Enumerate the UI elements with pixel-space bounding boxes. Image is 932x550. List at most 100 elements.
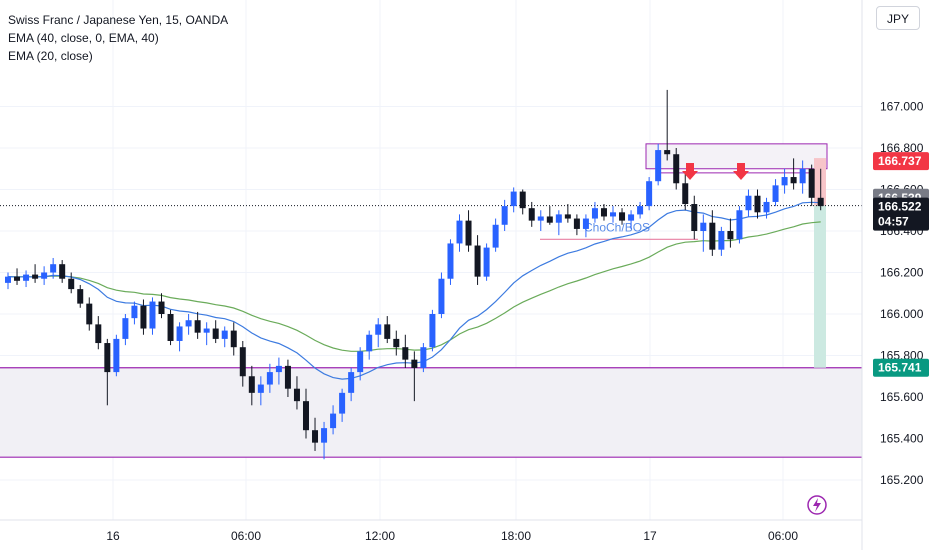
candle xyxy=(736,206,743,244)
candle xyxy=(5,272,11,290)
candle-body xyxy=(736,210,743,240)
candle-body xyxy=(420,347,427,368)
candle-body xyxy=(284,365,291,389)
candle xyxy=(411,351,418,402)
candle xyxy=(86,297,93,331)
candle xyxy=(808,164,815,207)
candle xyxy=(149,297,156,335)
lower-zone xyxy=(0,367,862,458)
y-tick-label: 166.200 xyxy=(880,266,924,280)
candle-body xyxy=(330,413,337,429)
candle-body xyxy=(95,324,102,344)
candle xyxy=(591,201,598,223)
candle xyxy=(528,201,535,227)
candle-body xyxy=(167,314,174,341)
y-tick-label: 167.000 xyxy=(880,100,924,114)
candle-body xyxy=(68,278,75,290)
candle-body xyxy=(5,276,11,283)
price-tag-countdown: 04:57 xyxy=(878,215,909,229)
candle-body xyxy=(41,272,48,279)
candle xyxy=(492,218,499,252)
candle-body xyxy=(402,347,409,360)
sell-arrow-icon xyxy=(733,163,749,181)
candle xyxy=(366,330,373,360)
candle-body xyxy=(691,204,698,231)
candle xyxy=(375,318,382,348)
candle xyxy=(754,189,761,219)
candle-body xyxy=(212,328,219,339)
candle-body xyxy=(637,206,644,215)
candle xyxy=(293,376,300,410)
candle-body xyxy=(122,318,129,339)
candle-body xyxy=(131,305,138,319)
candle xyxy=(646,177,653,211)
candle-body xyxy=(411,359,418,368)
candle-body xyxy=(32,274,39,279)
candle xyxy=(501,199,508,231)
candle xyxy=(14,268,21,285)
candle-body xyxy=(59,264,66,279)
legend-symbol[interactable]: Swiss Franc / Japanese Yen, 15, OANDA xyxy=(8,13,229,27)
candle xyxy=(257,376,264,406)
candle xyxy=(32,264,39,283)
candle-body xyxy=(582,218,589,229)
x-tick-label: 12:00 xyxy=(365,529,395,543)
candle xyxy=(194,311,201,339)
candle-body xyxy=(709,222,716,250)
candle-body xyxy=(339,392,346,414)
candle xyxy=(519,189,526,215)
candle xyxy=(330,405,337,435)
candle-body xyxy=(564,214,571,219)
candle xyxy=(312,417,319,451)
price-tag-target-top: 166.737 xyxy=(878,154,922,168)
candle xyxy=(429,309,436,352)
currency-selector[interactable]: JPY xyxy=(876,6,920,30)
candle-body xyxy=(528,208,535,221)
legend-ema-40[interactable]: EMA (40, close, 0, EMA, 40) xyxy=(8,31,159,45)
candle-body xyxy=(393,338,400,348)
candle xyxy=(600,204,607,221)
candle-body xyxy=(14,276,21,281)
legend-ema-20[interactable]: EMA (20, close) xyxy=(8,49,93,63)
candle-body xyxy=(501,206,508,225)
candle-body xyxy=(763,201,770,213)
candle xyxy=(113,334,120,377)
candle xyxy=(104,338,111,406)
candle-body xyxy=(104,343,111,373)
candle-body xyxy=(293,388,300,402)
candle xyxy=(248,365,255,406)
candle-body xyxy=(817,197,824,207)
candle xyxy=(68,272,75,294)
candle xyxy=(284,359,291,397)
candle-body xyxy=(790,177,797,184)
y-tick-label: 165.600 xyxy=(880,390,924,404)
candle-body xyxy=(230,330,237,348)
ema-40-line xyxy=(7,221,821,352)
y-tick-label: 166.800 xyxy=(880,141,924,155)
candle-body xyxy=(619,212,626,221)
candle xyxy=(420,343,427,373)
candle xyxy=(790,158,797,190)
candle-body xyxy=(727,231,734,240)
candle xyxy=(682,172,689,211)
candle xyxy=(474,235,481,285)
x-tick-label: 18:00 xyxy=(501,529,531,543)
price-tag-last: 166.522 xyxy=(878,200,922,214)
candle-body xyxy=(510,191,517,207)
candle-body xyxy=(50,264,57,273)
candle-body xyxy=(537,216,544,221)
candle xyxy=(59,260,66,283)
candle-body xyxy=(275,365,282,373)
candle xyxy=(339,388,346,422)
candle-body xyxy=(799,168,806,184)
candle xyxy=(537,210,544,231)
candle-body xyxy=(808,168,815,198)
candle-body xyxy=(185,320,192,327)
candle xyxy=(203,322,210,346)
candle xyxy=(555,210,562,236)
candle xyxy=(664,89,671,161)
candle-body xyxy=(474,245,481,277)
candle xyxy=(221,326,228,348)
candle-body xyxy=(266,372,273,385)
